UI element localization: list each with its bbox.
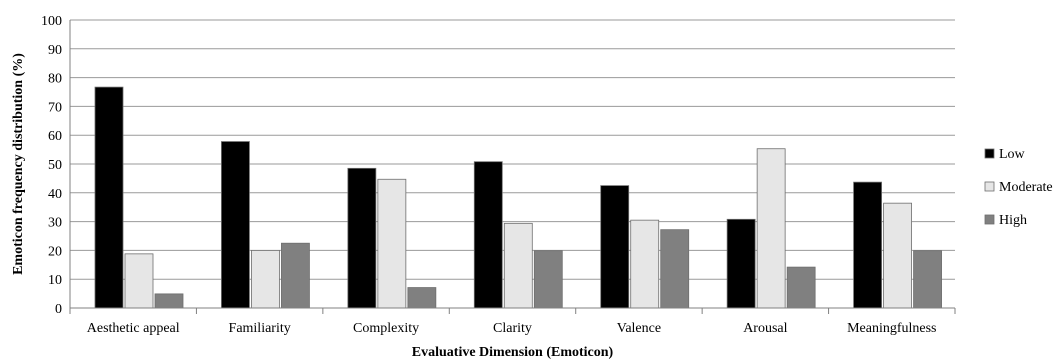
y-tick-label: 80 (48, 72, 62, 87)
bar-high-3 (533, 250, 563, 309)
legend-label-high: High (999, 213, 1027, 228)
bar-low-6 (853, 181, 882, 309)
bar-high-6 (913, 250, 942, 309)
bar-low-2 (347, 167, 377, 309)
bar-moderate-4 (630, 219, 660, 309)
legend-swatch-low (984, 148, 995, 159)
y-tick-label: 70 (48, 100, 62, 115)
bar-moderate-1 (251, 249, 280, 309)
gridlines (70, 19, 955, 280)
y-tick-label: 0 (55, 302, 62, 317)
bar-high-4 (660, 229, 690, 309)
bar-high-2 (407, 287, 437, 309)
bar-moderate-5 (756, 148, 786, 309)
y-tick-label: 30 (48, 216, 62, 231)
bar-moderate-3 (503, 222, 533, 309)
y-tick-label: 50 (48, 158, 62, 173)
bar-moderate-2 (377, 178, 407, 309)
x-tick-label: Complexity (353, 321, 419, 336)
bar-moderate-0 (124, 253, 154, 309)
axes (69, 20, 956, 314)
legend-swatch-high (984, 214, 995, 225)
x-tick-label: Clarity (493, 321, 532, 336)
x-tick-label: Meaningfulness (847, 321, 936, 336)
y-tick-label: 20 (48, 244, 62, 259)
bar-low-3 (473, 161, 503, 309)
y-tick-label: 40 (48, 187, 62, 202)
x-tick-label: Familiarity (229, 321, 291, 336)
legend-label-moderate: Moderate (999, 180, 1053, 195)
bar-low-4 (600, 185, 630, 309)
legend: Low Moderate High (984, 147, 1053, 228)
bar-high-1 (281, 242, 310, 309)
legend-swatch-moderate (984, 181, 995, 192)
y-tick-label: 90 (48, 43, 62, 58)
x-axis-title: Evaluative Dimension (Emoticon) (412, 345, 614, 360)
bar-high-0 (154, 293, 184, 309)
bar-low-5 (726, 218, 756, 309)
y-tick-label: 100 (41, 14, 62, 29)
legend-label-low: Low (999, 147, 1026, 162)
y-tick-label: 10 (48, 273, 62, 288)
y-tick-label: 60 (48, 129, 62, 144)
bars (94, 86, 942, 309)
x-tick-label: Aesthetic appeal (87, 321, 180, 336)
bar-low-0 (94, 86, 124, 309)
x-tick-label: Valence (617, 321, 661, 336)
x-tick-labels: Aesthetic appeal Familiarity Complexity Cla… (87, 321, 937, 336)
bar-high-5 (786, 266, 816, 309)
y-axis-title: Emoticon frequency distribution (%) (11, 53, 26, 275)
bar-low-1 (221, 141, 250, 309)
x-tick-label: Arousal (743, 321, 787, 336)
bar-moderate-6 (883, 202, 912, 309)
y-tick-labels: 0 10 20 30 40 50 60 70 80 90 100 (41, 14, 62, 317)
